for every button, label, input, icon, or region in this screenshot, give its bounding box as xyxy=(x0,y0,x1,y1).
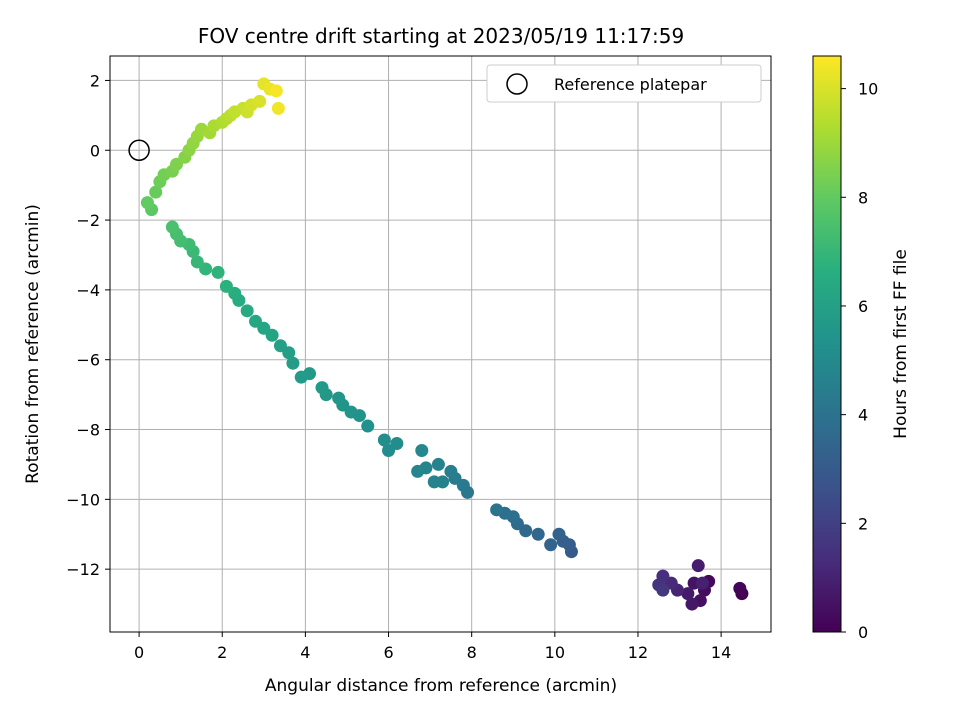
data-point xyxy=(165,220,179,234)
data-point xyxy=(427,475,441,489)
plot-frame xyxy=(109,55,772,633)
colorbar-label: Hours from first FF file xyxy=(891,249,911,439)
y-axis-ticks: 2 0 −2 −4 −6 −8 −10 −12 xyxy=(66,71,110,579)
data-point xyxy=(444,464,458,478)
x-tick-label: 4 xyxy=(300,643,310,662)
data-point xyxy=(269,84,283,98)
data-point xyxy=(332,391,346,405)
data-point xyxy=(695,576,709,590)
data-point xyxy=(552,527,566,541)
x-axis-label: Angular distance from reference (arcmin) xyxy=(265,676,617,696)
y-tick-label: 2 xyxy=(90,71,100,90)
colorbar-tick-label: 10 xyxy=(858,80,878,99)
data-point xyxy=(271,101,285,115)
colorbar-tick-label: 2 xyxy=(858,514,868,533)
data-point xyxy=(190,255,204,269)
y-tick-label: −2 xyxy=(76,211,100,230)
plot-area: 0 2 4 6 8 10 12 14 2 0 −2 −4 −6 −8 −10 −12 xyxy=(66,55,772,662)
data-point xyxy=(431,457,445,471)
data-point xyxy=(253,94,267,108)
data-point xyxy=(315,381,329,395)
x-tick-label: 12 xyxy=(628,643,648,662)
plot-background xyxy=(110,56,771,632)
y-axis-label: Rotation from reference (arcmin) xyxy=(23,204,43,484)
scatter-points xyxy=(140,77,749,611)
data-point xyxy=(294,370,308,384)
data-point xyxy=(415,443,429,457)
x-tick-label: 8 xyxy=(467,643,477,662)
x-tick-label: 6 xyxy=(383,643,393,662)
reference-point xyxy=(128,139,150,162)
data-point xyxy=(377,433,391,447)
data-point xyxy=(411,464,425,478)
x-tick-label: 14 xyxy=(711,643,731,662)
data-point xyxy=(149,185,163,199)
colorbar-tick-label: 4 xyxy=(858,406,868,425)
x-tick-label: 10 xyxy=(545,643,565,662)
legend: Reference platepar xyxy=(486,64,762,103)
data-point xyxy=(140,196,154,210)
data-point xyxy=(382,443,396,457)
y-tick-label: −6 xyxy=(76,351,100,370)
colorbar-tick-label: 6 xyxy=(858,297,868,316)
legend-box xyxy=(486,64,762,103)
data-point xyxy=(211,265,225,279)
data-point xyxy=(681,587,695,601)
data-point xyxy=(691,559,705,573)
x-tick-label: 0 xyxy=(134,643,144,662)
data-point xyxy=(249,314,263,328)
y-tick-label: −10 xyxy=(66,490,100,509)
colorbar: 0 2 4 6 8 10 xyxy=(812,55,878,642)
colorbar-tick-label: 8 xyxy=(858,188,868,207)
data-point xyxy=(544,538,558,552)
legend-reference-marker xyxy=(506,73,528,95)
y-tick-label: 0 xyxy=(90,141,100,160)
legend-entry-reference: Reference platepar xyxy=(554,75,707,94)
data-point xyxy=(490,503,504,517)
data-point xyxy=(361,419,375,433)
colorbar-ticks: 0 2 4 6 8 10 xyxy=(841,80,878,642)
y-tick-label: −8 xyxy=(76,421,100,440)
data-point xyxy=(240,304,254,318)
data-point xyxy=(286,356,300,370)
chart-title: FOV centre drift starting at 2023/05/19 … xyxy=(198,24,684,48)
data-point xyxy=(685,597,699,611)
data-point xyxy=(733,581,747,595)
data-point xyxy=(656,583,670,597)
x-tick-label: 2 xyxy=(217,643,227,662)
colorbar-tick-label: 0 xyxy=(858,623,868,642)
data-point xyxy=(531,527,545,541)
x-axis-ticks: 0 2 4 6 8 10 12 14 xyxy=(134,632,731,662)
colorbar-gradient xyxy=(812,55,842,633)
grid-lines xyxy=(110,56,771,632)
data-point xyxy=(273,339,287,353)
data-point xyxy=(219,279,233,293)
y-tick-label: −4 xyxy=(76,281,100,300)
y-tick-label: −12 xyxy=(66,560,100,579)
